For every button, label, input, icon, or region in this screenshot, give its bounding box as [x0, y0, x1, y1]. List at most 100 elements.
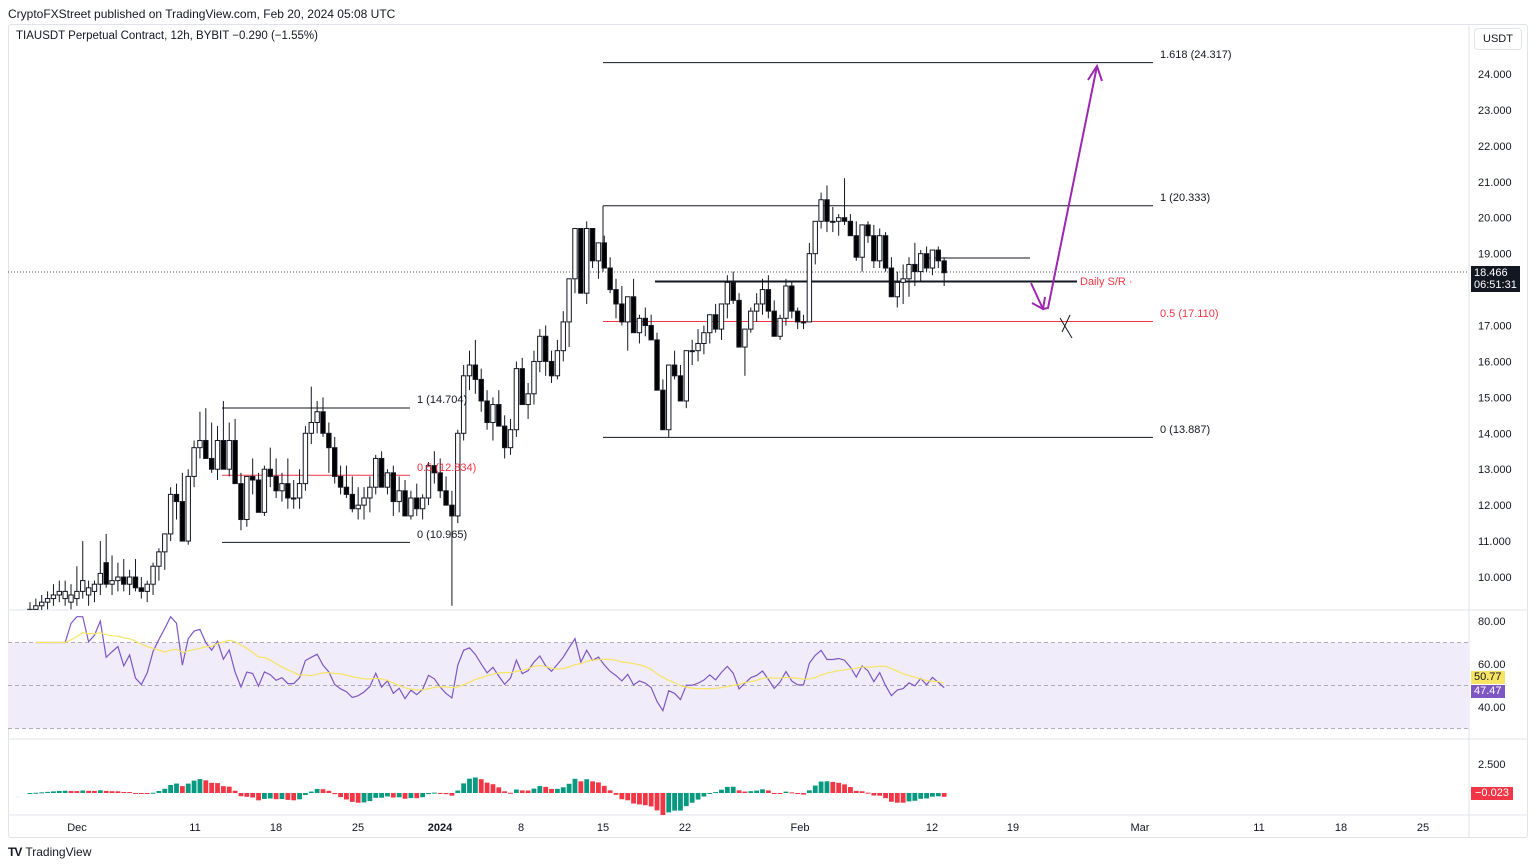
candle-up — [197, 439, 203, 449]
macd-bar — [724, 786, 730, 793]
macd-bar — [894, 793, 900, 803]
candle-up — [507, 429, 514, 449]
candle-up — [636, 317, 643, 334]
candle-down — [414, 497, 420, 510]
candle-down — [794, 310, 801, 323]
tradingview-logo[interactable]: TV TradingView — [8, 845, 91, 859]
price-tick-label: 24.000 — [1478, 69, 1512, 81]
macd-bar — [625, 793, 631, 801]
candle-up — [718, 303, 725, 330]
candle-up — [455, 432, 461, 517]
macd-bar — [396, 793, 402, 798]
candle-up — [800, 321, 807, 324]
macd-bar — [133, 792, 138, 794]
macd-bar — [232, 790, 238, 793]
candle-up — [554, 350, 561, 377]
macd-bar — [783, 791, 789, 793]
candle-down — [601, 242, 607, 269]
daily-sr-label: Daily S/R · — [1080, 276, 1133, 288]
candle-down — [847, 220, 854, 237]
candle-down — [238, 483, 244, 521]
macd-bar — [830, 781, 836, 793]
macd-bar — [226, 786, 232, 793]
candle-up — [701, 332, 707, 344]
macd-bar — [572, 778, 578, 793]
macd-bar — [203, 780, 209, 793]
candle-up — [68, 594, 74, 603]
macd-bar — [303, 793, 308, 795]
candle-down — [343, 486, 350, 495]
candle-down — [220, 439, 227, 470]
candle-up — [830, 220, 836, 223]
chart-frame — [8, 24, 1528, 838]
candle-up — [689, 350, 695, 353]
candle-down — [871, 235, 877, 262]
candle-down — [138, 587, 145, 592]
macd-bar — [642, 793, 648, 806]
candle-down — [203, 439, 209, 459]
macd-bar — [385, 793, 390, 797]
macd-bar — [443, 793, 449, 795]
candle-up — [44, 598, 51, 603]
candle-down — [619, 303, 625, 323]
candle-down — [935, 249, 941, 262]
macd-bar — [930, 793, 935, 797]
macd-bar — [86, 790, 91, 793]
macd-bar — [472, 777, 478, 793]
macd-bar — [144, 793, 150, 794]
candle-up — [707, 314, 713, 334]
rsi-tick-label: 60.00 — [1478, 659, 1506, 671]
candle-down — [285, 483, 291, 499]
macd-bar — [596, 782, 601, 793]
candle-up — [74, 590, 80, 600]
candle-up — [753, 303, 760, 312]
macd-bar — [519, 790, 525, 793]
candle-down — [660, 389, 666, 431]
candle-up — [56, 590, 62, 596]
macd-bar — [191, 780, 197, 793]
candle-up — [150, 565, 156, 585]
candle-down — [642, 317, 648, 327]
macd-bar — [326, 790, 332, 793]
macd-bar — [660, 793, 666, 816]
candle-up — [537, 335, 543, 362]
forecast-arrow — [1030, 65, 1098, 311]
rsi-line — [35, 615, 945, 713]
candle-up — [396, 490, 402, 503]
candle-up — [361, 497, 367, 506]
candle-down — [232, 439, 238, 485]
candle-up — [109, 580, 115, 585]
macd-value-tag: −0.023 — [1471, 787, 1513, 800]
candle-down — [882, 235, 889, 269]
macd-bar — [742, 791, 748, 793]
macd-bar — [103, 790, 109, 793]
currency-button[interactable]: USDT — [1474, 28, 1522, 50]
candle-down — [607, 267, 613, 291]
candle-down — [431, 465, 438, 474]
candle-up — [818, 199, 824, 222]
candle-up — [162, 533, 168, 553]
macd-bar — [262, 793, 267, 799]
candle-down — [121, 576, 127, 585]
macd-bar — [912, 793, 918, 801]
price-tick-label: 23.000 — [1478, 105, 1512, 117]
candle-down — [765, 289, 772, 312]
macd-bar — [695, 793, 701, 800]
macd-bar — [806, 790, 812, 793]
candle-up — [367, 486, 373, 499]
macd-bar — [320, 789, 326, 793]
macd-bar — [115, 791, 121, 793]
macd-bar — [402, 793, 408, 799]
time-axis-label: 19 — [1007, 822, 1019, 834]
macd-bar — [918, 793, 924, 799]
macd-bar — [478, 779, 484, 793]
price-tick-label: 21.000 — [1478, 177, 1512, 189]
macd-bar — [631, 793, 636, 804]
macd-bar — [467, 778, 472, 793]
macd-bar — [390, 793, 396, 798]
candle-up — [566, 278, 572, 323]
macd-bar — [367, 793, 373, 802]
macd-bar — [297, 793, 302, 800]
macd-bar — [51, 791, 56, 793]
